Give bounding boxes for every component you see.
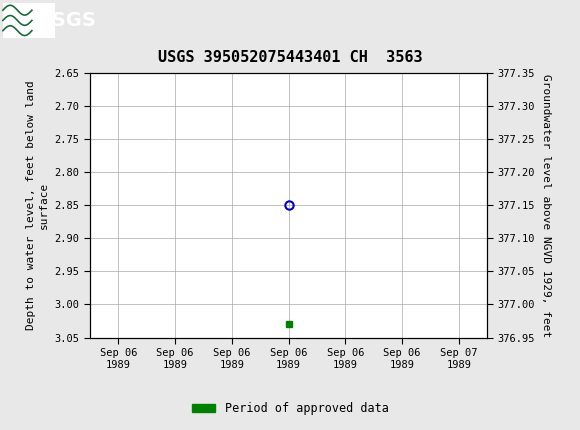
Y-axis label: Depth to water level, feet below land
surface: Depth to water level, feet below land su… xyxy=(26,80,49,330)
Bar xyxy=(3,3,55,37)
Text: USGS: USGS xyxy=(36,11,96,30)
Y-axis label: Groundwater level above NGVD 1929, feet: Groundwater level above NGVD 1929, feet xyxy=(541,74,550,337)
Text: USGS 395052075443401 CH  3563: USGS 395052075443401 CH 3563 xyxy=(158,49,422,64)
Legend: Period of approved data: Period of approved data xyxy=(187,397,393,420)
